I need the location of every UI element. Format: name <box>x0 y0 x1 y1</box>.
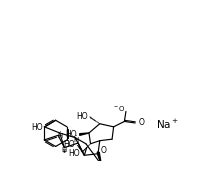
Text: HO: HO <box>75 111 87 121</box>
Text: Ḣ: Ḣ <box>57 132 62 139</box>
Text: O: O <box>100 146 106 155</box>
Text: O: O <box>138 119 143 127</box>
Text: HO: HO <box>63 140 75 149</box>
Text: H: H <box>61 147 66 153</box>
Text: Na$^+$: Na$^+$ <box>155 118 178 131</box>
Text: HO: HO <box>65 130 76 139</box>
Polygon shape <box>79 133 89 135</box>
Text: $^-$O: $^-$O <box>111 104 125 113</box>
Text: HO: HO <box>68 148 79 157</box>
Text: HO: HO <box>32 123 43 132</box>
Polygon shape <box>97 152 101 165</box>
Text: Ḣ: Ḣ <box>73 136 78 143</box>
